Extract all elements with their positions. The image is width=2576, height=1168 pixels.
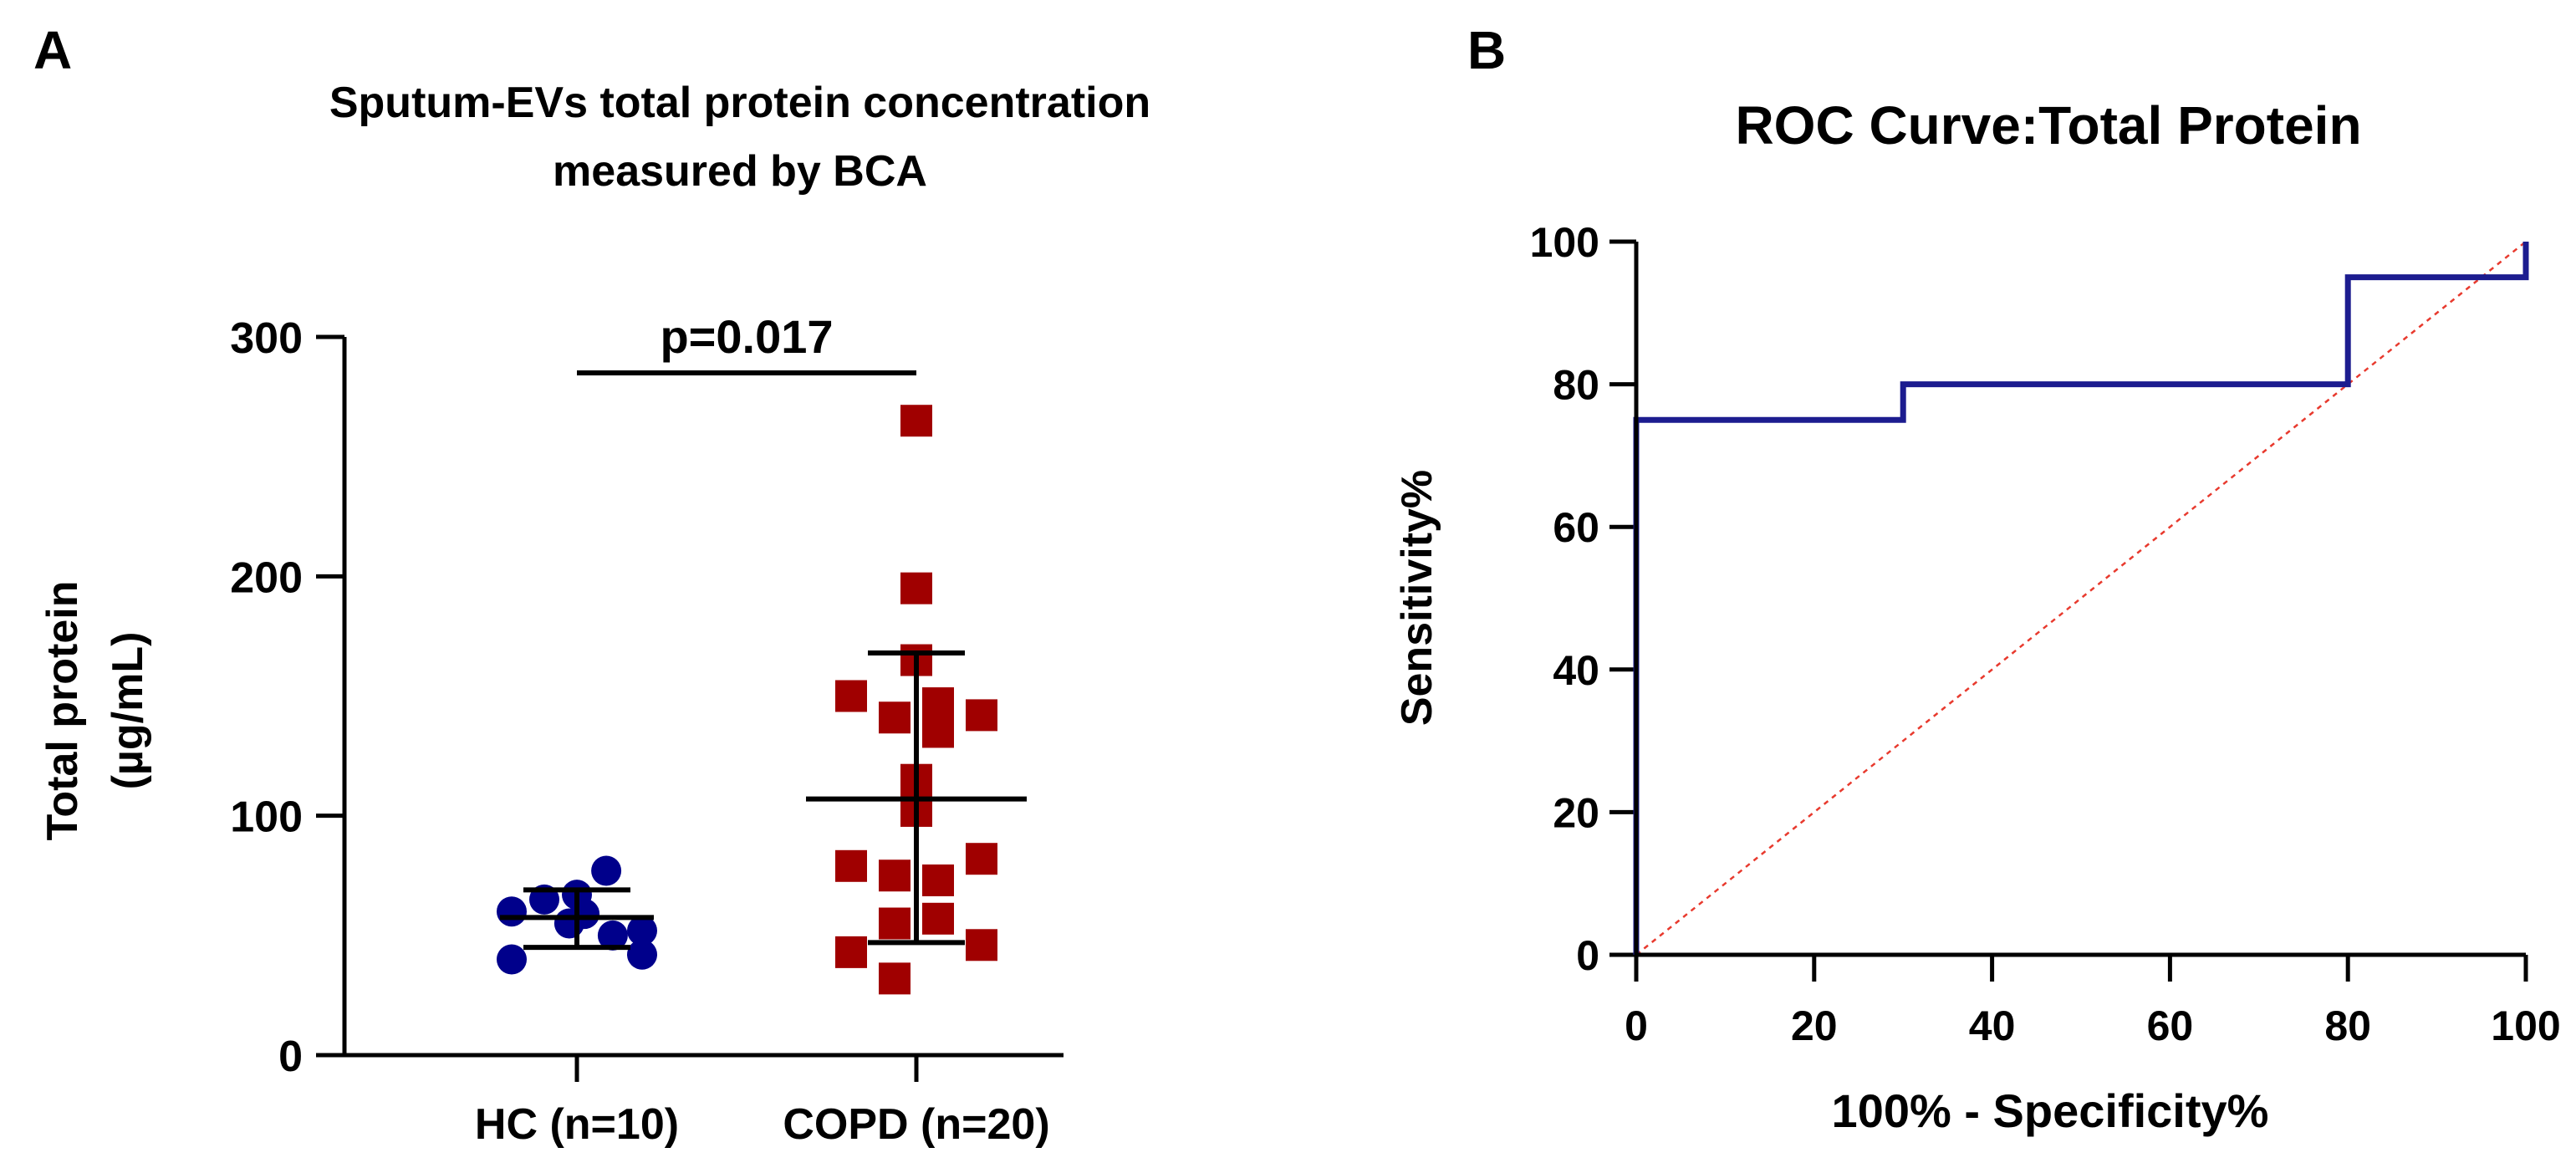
copd-data-point: [966, 843, 997, 875]
hc-data-point: [591, 855, 622, 886]
panel-a: A Sputum-EVs total protein concentration…: [33, 20, 1150, 1149]
panel-a-x-ticks: HC (n=10) COPD (n=20): [475, 1055, 1050, 1149]
copd-data-point: [900, 572, 932, 604]
hc-data-point: [627, 939, 657, 970]
copd-data-point: [922, 716, 954, 748]
panel-b-title: ROC Curve:Total Protein: [1735, 95, 2361, 156]
hc-data-point: [553, 908, 584, 939]
hc-data-point: [597, 920, 628, 951]
copd-data-point: [879, 962, 911, 995]
panel-a-y-ticks: 0 100 200 300: [230, 314, 344, 1081]
p-value-annotation: p=0.017: [660, 310, 833, 363]
panel-b-x-tick-label: 0: [1625, 1002, 1648, 1049]
panel-b-y-tick-label: 0: [1576, 932, 1599, 979]
copd-data-point: [835, 680, 867, 712]
roc-curve-line: [1633, 242, 2529, 955]
copd-data-point: [922, 902, 954, 935]
panel-b-x-tick-label: 40: [1969, 1002, 2016, 1049]
panel-b-xlabel: 100% - Specificity%: [1832, 1084, 2269, 1137]
hc-data-point: [497, 944, 527, 975]
panel-b: B ROC Curve:Total Protein Sensitivity% 1…: [1393, 20, 2561, 1137]
panel-a-y-tick-label: 0: [278, 1033, 303, 1081]
panel-b-y-tick-label: 60: [1553, 504, 1599, 551]
panel-b-x-tick-label: 80: [2324, 1002, 2371, 1049]
copd-data-point: [966, 699, 997, 732]
panel-a-title-line2: measured by BCA: [553, 147, 927, 196]
copd-data-point: [835, 849, 867, 882]
panel-a-y-tick-label: 200: [230, 553, 303, 602]
panel-a-label: A: [33, 20, 72, 80]
panel-a-x-tick-label: HC (n=10): [475, 1100, 679, 1149]
reference-diagonal-line: [1635, 241, 2527, 956]
panel-b-x-tick-label: 60: [2147, 1002, 2194, 1049]
panel-b-ylabel: Sensitivity%: [1393, 470, 1441, 726]
panel-a-ylabel-line2: (µg/mL): [104, 632, 152, 790]
panel-b-y-tick-label: 100: [1530, 219, 1599, 266]
panel-a-x-tick-label: COPD (n=20): [783, 1100, 1049, 1149]
panel-b-x-tick-label: 20: [1791, 1002, 1838, 1049]
panel-b-label: B: [1467, 20, 1506, 80]
panel-b-y-tick-label: 20: [1553, 789, 1599, 836]
copd-data-point: [879, 907, 911, 940]
panel-b-x-ticks: 0 20 40 60 80 100: [1625, 955, 2561, 1049]
panel-a-y-tick-label: 100: [230, 793, 303, 842]
copd-data-point: [922, 864, 954, 896]
hc-data-point: [497, 896, 527, 927]
panel-b-y-tick-label: 40: [1553, 647, 1599, 694]
panel-a-ylabel-line1: Total protein: [38, 580, 87, 840]
copd-data-point: [900, 405, 932, 437]
panel-a-error-bars: [500, 650, 1027, 951]
panel-a-y-tick-label: 300: [230, 314, 303, 363]
hc-data-point: [627, 916, 657, 946]
panel-b-y-tick-label: 80: [1553, 362, 1599, 409]
copd-data-point: [879, 701, 911, 734]
panel-b-y-ticks: 0 20 40 60 80 100: [1530, 219, 1636, 979]
panel-a-title-line1: Sputum-EVs total protein concentration: [329, 79, 1150, 127]
copd-data-point: [966, 929, 997, 961]
panel-a-points: [497, 405, 997, 995]
panel-b-x-tick-label: 100: [2491, 1002, 2560, 1049]
copd-data-point: [835, 936, 867, 968]
copd-data-point: [879, 859, 911, 892]
copd-data-point: [922, 687, 954, 720]
